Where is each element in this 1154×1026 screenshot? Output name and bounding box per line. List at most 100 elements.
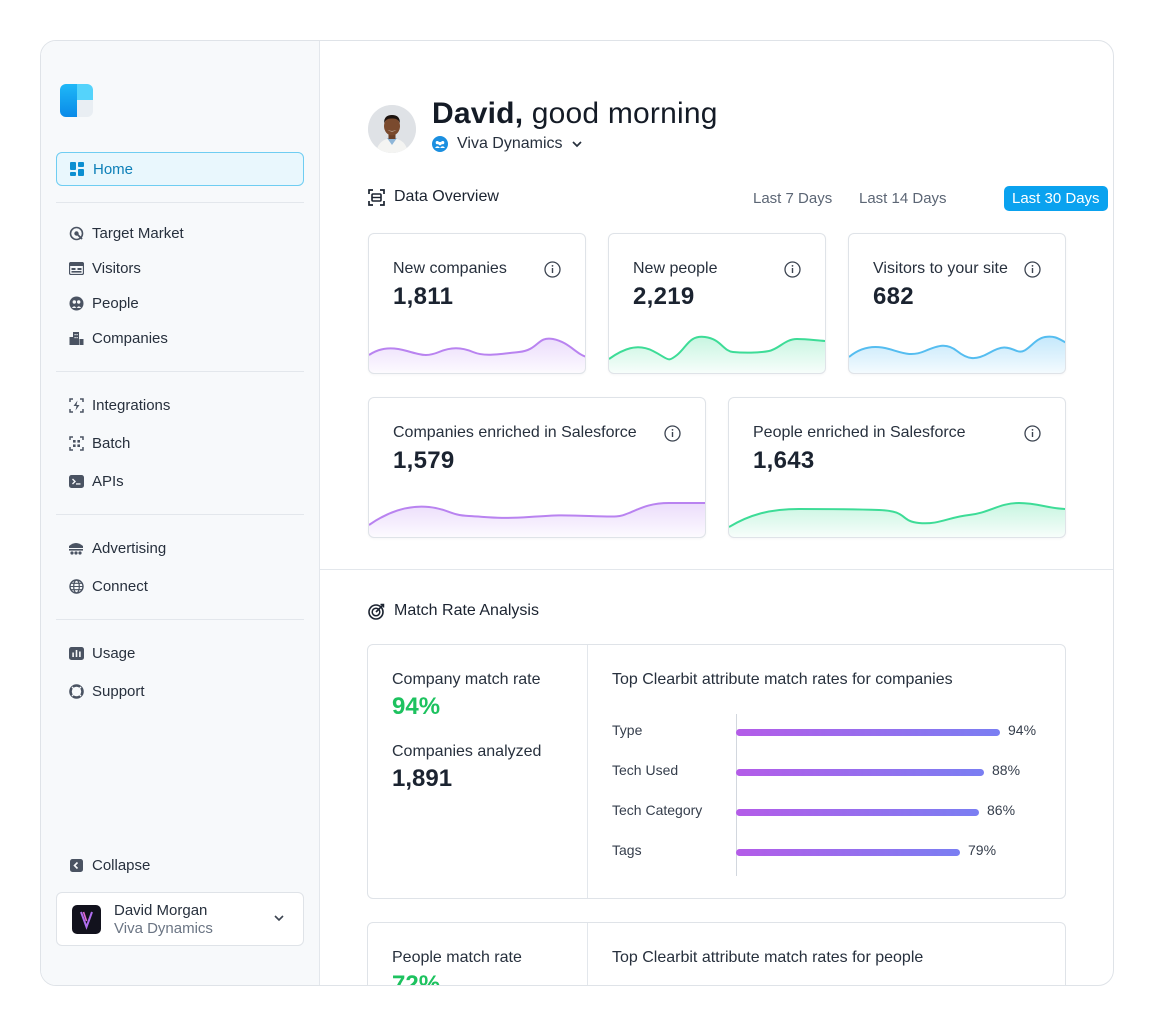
bar-tech-category[interactable] [736,809,979,816]
team-icon [432,136,448,152]
scan-icon [368,188,385,206]
info-icon[interactable] [784,261,801,278]
stat-label: Visitors to your site [873,260,1008,277]
sidebar-item-batch[interactable]: Batch [56,426,304,460]
collapse-label: Collapse [92,856,151,874]
advertising-icon [68,540,84,556]
sidebar-item-visitors[interactable]: Visitors [56,251,304,285]
company-match-rate-value: 94% [392,693,441,720]
stat-value: 682 [873,283,914,310]
divider [56,371,304,372]
sidebar-item-label: Home [93,160,134,178]
info-icon[interactable] [664,425,681,442]
sparkline-people-enriched [729,501,1065,537]
chevron-down-icon [571,141,582,148]
sparkline-visitors [849,335,1065,373]
panel-divider [587,645,588,898]
collapse-icon [68,857,84,873]
bar-tech-used[interactable] [736,769,984,776]
company-attribute-chart-title: Top Clearbit attribute match rates for c… [612,671,953,688]
sparkline-new-companies [369,337,585,373]
bar-label: Tags [612,842,642,858]
bar-value: 88% [992,762,1021,778]
sidebar-item-apis[interactable]: APIs [56,464,304,498]
stat-card-people-enriched[interactable]: People enriched in Salesforce 1,643 [728,397,1066,538]
sidebar-item-label: Integrations [92,396,171,414]
divider [56,619,304,620]
usage-icon [68,645,84,661]
sidebar-item-people[interactable]: People [56,286,304,320]
sidebar-item-companies[interactable]: Companies [56,321,304,355]
company-match-rate-label: Company match rate [392,671,541,688]
companies-icon [68,330,84,346]
avatar[interactable] [368,105,416,153]
section-divider [320,569,1113,570]
collapse-button[interactable]: Collapse [56,848,304,882]
user-name: David Morgan [114,902,208,919]
panel-divider [587,923,588,985]
bar-label: Tech Category [612,802,703,818]
sidebar-item-label: APIs [92,472,124,490]
sidebar-item-target-market[interactable]: Target Market [56,216,304,250]
support-icon [68,683,84,699]
sparkline-companies-enriched [369,502,705,537]
sidebar: Home Target Market Visitors People Com [41,41,320,985]
page-title: David, good morning [432,97,718,130]
stat-label: People enriched in Salesforce [753,424,966,441]
bar-label: Type [612,722,643,738]
people-match-panel: People match rate 72% Top Clearbit attri… [367,922,1066,986]
user-org: Viva Dynamics [114,920,213,937]
app-frame: Home Target Market Visitors People Com [40,40,1114,986]
account-switcher[interactable]: David Morgan Viva Dynamics [56,892,304,946]
sidebar-item-label: Connect [92,577,148,595]
info-icon[interactable] [544,261,561,278]
clearbit-logo[interactable] [60,84,93,117]
terminal-icon [68,473,84,489]
range-last-7-days[interactable]: Last 7 Days [753,190,833,207]
companies-analyzed-label: Companies analyzed [392,743,542,760]
integrations-icon [68,397,84,413]
people-match-rate-value: 72% [392,971,441,986]
info-icon[interactable] [1024,425,1041,442]
sidebar-item-usage[interactable]: Usage [56,636,304,670]
companies-analyzed-value: 1,891 [392,765,453,792]
sidebar-item-label: Usage [92,644,136,662]
stat-card-new-people[interactable]: New people 2,219 [608,233,826,374]
sidebar-item-home[interactable]: Home [56,152,304,186]
chart-axis [736,714,737,876]
range-last-30-days[interactable]: Last 30 Days [1004,186,1108,211]
bar-type[interactable] [736,729,1000,736]
bar-value: 79% [968,842,997,858]
bar-value: 94% [1008,722,1037,738]
stat-value: 2,219 [633,283,695,310]
sidebar-item-connect[interactable]: Connect [56,569,304,603]
people-attribute-chart-title: Top Clearbit attribute match rates for p… [612,949,924,966]
stat-card-visitors[interactable]: Visitors to your site 682 [848,233,1066,374]
sidebar-item-support[interactable]: Support [56,674,304,708]
people-icon [68,295,84,311]
batch-icon [68,435,84,451]
bar-tags[interactable] [736,849,960,856]
stat-card-companies-enriched[interactable]: Companies enriched in Salesforce 1,579 [368,397,706,538]
stat-value: 1,811 [393,283,454,310]
range-last-14-days[interactable]: Last 14 Days [859,190,947,207]
sidebar-item-label: Target Market [92,224,184,242]
sidebar-item-label: Batch [92,434,131,452]
company-match-panel: Company match rate 94% Companies analyze… [367,644,1066,899]
sidebar-item-label: Support [92,682,145,700]
visitors-icon [68,260,84,276]
sidebar-item-advertising[interactable]: Advertising [56,531,304,565]
match-rate-heading: Match Rate Analysis [368,602,539,620]
sidebar-item-integrations[interactable]: Integrations [56,388,304,422]
info-icon[interactable] [1024,261,1041,278]
sidebar-item-label: People [92,294,139,312]
org-selector[interactable]: Viva Dynamics [432,135,583,153]
stat-card-new-companies[interactable]: New companies 1,811 [368,233,586,374]
org-avatar [72,905,101,934]
main-content: David, good morning Viva Dynamics Data O… [320,41,1113,986]
globe-icon [68,578,84,594]
dashboard-icon [69,161,85,177]
bar-label: Tech Used [612,762,679,778]
stat-label: New people [633,260,718,277]
chevron-down-icon [274,915,284,922]
